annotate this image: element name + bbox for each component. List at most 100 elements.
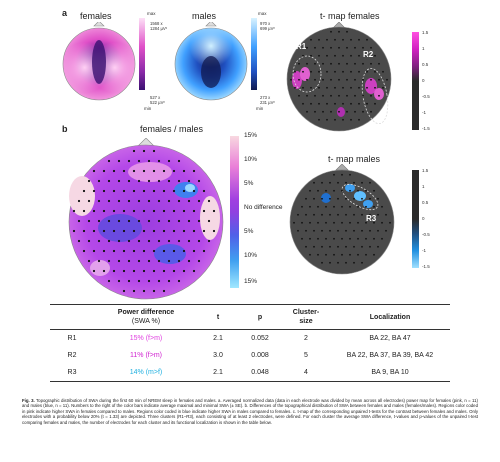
electrode-dot — [337, 261, 339, 264]
tmap-female-colorbar — [412, 32, 419, 130]
header-p: p — [238, 304, 282, 330]
electrode-dot — [365, 253, 367, 256]
electrode-dot — [381, 221, 383, 224]
header-cluster-size-label: Cluster- — [292, 309, 320, 316]
electrode-dot — [350, 54, 352, 57]
electrode-dot — [334, 54, 336, 57]
electrode-dot — [298, 78, 300, 81]
male-cb-max-val1: 970 x — [260, 21, 271, 26]
electrode-dot — [102, 209, 106, 213]
electrode-dot — [197, 179, 201, 183]
electrode-dot — [309, 221, 311, 224]
electrode-dot — [369, 229, 371, 232]
cell-p: 0.048 — [238, 364, 282, 382]
electrode-dot — [321, 213, 323, 216]
electrode-dot — [97, 259, 101, 263]
ratio-map — [60, 138, 232, 300]
electrode-dot — [162, 269, 166, 273]
electrode-dot — [137, 239, 141, 243]
electrode-dot — [102, 189, 106, 193]
electrode-dot — [172, 229, 176, 233]
electrode-dot — [182, 269, 186, 273]
electrode-dot — [329, 261, 331, 264]
electrode-dot — [345, 229, 347, 232]
electrode-dot — [321, 181, 323, 184]
electrode-dot — [117, 219, 121, 223]
electrode-dot — [297, 229, 299, 232]
electrode-dot — [177, 179, 181, 183]
electrode-dot — [341, 237, 343, 240]
electrode-dot — [374, 102, 376, 105]
electrode-dot — [318, 38, 320, 41]
electrode-dot — [329, 181, 331, 184]
electrode-dot — [354, 62, 356, 65]
electrode-dot — [192, 189, 196, 193]
electrode-dot — [167, 159, 171, 163]
electrode-dot — [358, 102, 360, 105]
electrode-dot — [167, 279, 171, 283]
ratio-colorbar — [230, 136, 239, 288]
tmap-male-colorbar — [412, 170, 419, 268]
electrode-dot — [137, 219, 141, 223]
electrode-dot — [72, 229, 76, 233]
electrode-dot — [341, 205, 343, 208]
cell-size: 4 — [282, 364, 330, 382]
electrode-dot — [117, 159, 121, 163]
electrode-dot — [378, 62, 380, 65]
electrode-dot — [386, 78, 388, 81]
electrode-dot — [132, 189, 136, 193]
electrode-dot — [329, 245, 331, 248]
electrode-dot — [369, 197, 371, 200]
electrode-dot — [369, 213, 371, 216]
electrode-dot — [338, 46, 340, 49]
electrode-dot — [346, 78, 348, 81]
electrode-dot — [202, 229, 206, 233]
header-localization: Localization — [330, 304, 450, 330]
electrode-dot — [353, 229, 355, 232]
electrode-dot — [172, 269, 176, 273]
cell-diff: 15% (f>m) — [129, 335, 163, 342]
electrode-dot — [298, 62, 300, 65]
tmap-male-title: t- map males — [328, 154, 381, 164]
electrode-dot — [333, 237, 335, 240]
electrode-dot — [87, 239, 91, 243]
electrode-dot — [361, 213, 363, 216]
electrode-dot — [112, 209, 116, 213]
electrode-dot — [142, 209, 146, 213]
electrode-dot — [152, 169, 156, 173]
tmap-female-title: t- map females — [320, 11, 380, 21]
electrode-dot — [365, 237, 367, 240]
electrode-dot — [162, 249, 166, 253]
electrode-dot — [77, 199, 81, 203]
electrode-dot — [97, 179, 101, 183]
electrode-dot — [102, 169, 106, 173]
electrode-dot — [349, 221, 351, 224]
electrode-dot — [318, 118, 320, 121]
electrode-dot — [317, 237, 319, 240]
electrode-dot — [317, 253, 319, 256]
electrode-dot — [345, 181, 347, 184]
tmap-female-tick: 0.5 — [422, 62, 429, 67]
electrode-dot — [342, 86, 344, 89]
electrode-dot — [152, 149, 156, 153]
tmap-male-tick: -1 — [422, 248, 427, 253]
electrode-dot — [341, 189, 343, 192]
electrode-dot — [147, 279, 151, 283]
electrode-dot — [337, 229, 339, 232]
electrode-dot — [92, 209, 96, 213]
electrode-dot — [137, 279, 141, 283]
tmap-female-tick: 1 — [422, 46, 425, 51]
electrode-dot — [309, 189, 311, 192]
cell-loc: BA 9, BA 10 — [330, 364, 450, 382]
electrode-dot — [358, 118, 360, 121]
electrode-dot — [330, 62, 332, 65]
cluster-r2-label: R2 — [363, 50, 374, 59]
electrode-dot — [349, 205, 351, 208]
electrode-dot — [326, 102, 328, 105]
electrode-dot — [290, 78, 292, 81]
male-map-title: males — [192, 11, 217, 21]
electrode-dot — [322, 78, 324, 81]
electrode-dot — [313, 181, 315, 184]
electrode-dot — [334, 102, 336, 105]
electrode-dot — [310, 86, 312, 89]
